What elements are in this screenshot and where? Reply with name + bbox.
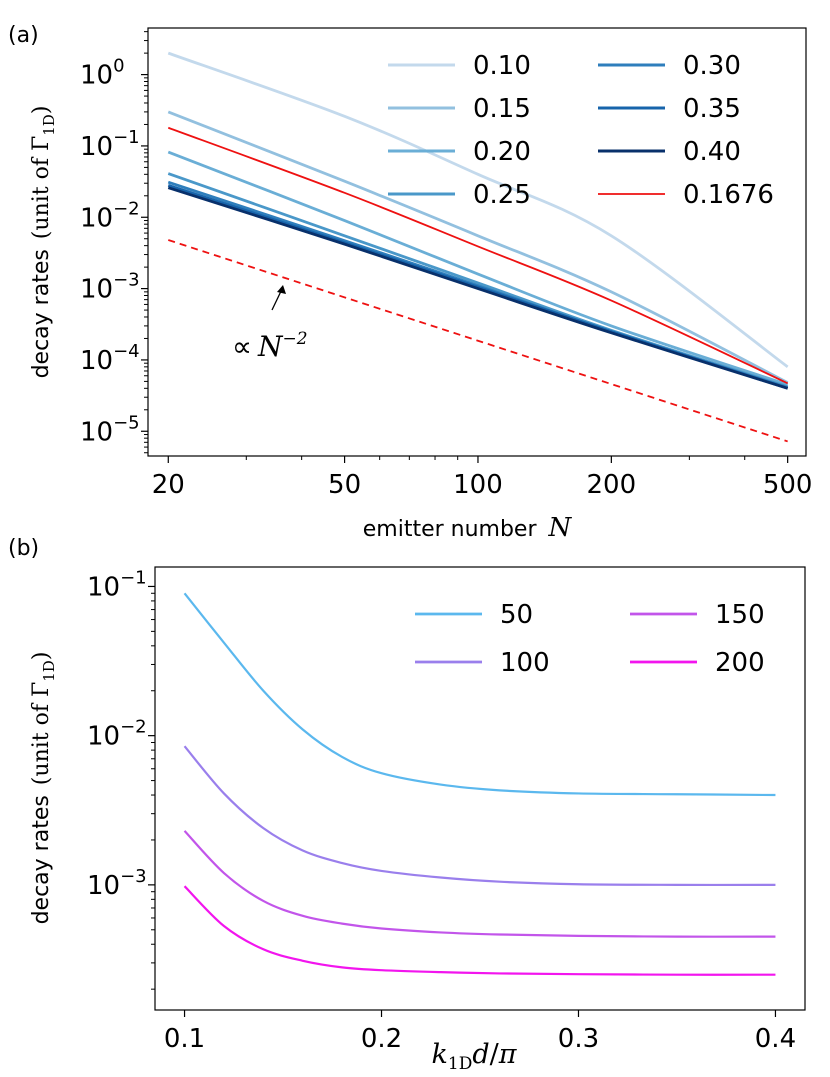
panel-b-xlabel-pi: π <box>498 1039 518 1070</box>
panel-a-ytick-label-0: 100 <box>80 56 125 91</box>
panel-a-ylabel-unit-sub: 1D <box>40 114 58 136</box>
panel-a-ticks: 20 50 100 200 500 100 10−1 10−2 10−3 10−4 10−5 <box>80 31 813 500</box>
legend-label-200: 200 <box>715 648 765 678</box>
panel-b-ytick-label--1: 10−1 <box>87 567 147 602</box>
panel-a-legend: 0.10 0.15 0.20 0.25 0.30 0.35 0.40 0.1676 <box>388 51 774 210</box>
panel-a: (a) 20 50 100 200 500 100 10−1 10−2 10−3 10−4 10−5… <box>8 23 812 543</box>
legend-label-150: 150 <box>715 600 765 630</box>
legend-label-0-10: 0.10 <box>473 51 531 81</box>
panel-b-ytick-label--3: 10−3 <box>87 866 147 901</box>
panel-a-ylabel-unit-open: (unit of <box>29 151 54 239</box>
panel-a-ylabel-text: decay rates <box>29 249 54 378</box>
panel-a-frame <box>147 27 807 457</box>
panel-a-xtick-label-100: 100 <box>453 470 503 500</box>
panel-a-xtick-label-500: 500 <box>763 470 813 500</box>
panel-a-ytick-label--4: 10−4 <box>80 341 140 376</box>
panel-a-series-0-1676 <box>167 126 789 385</box>
panel-b-xtick-label-0-4: 0.4 <box>755 1024 796 1054</box>
panel-b-ylabel-unit-close: ) <box>29 652 54 661</box>
legend-label-0-20: 0.20 <box>473 137 531 167</box>
panel-b-series-50 <box>183 592 776 797</box>
annotation-prefix: ∝ <box>232 330 252 363</box>
panel-b-series-200 <box>183 885 776 976</box>
panel-b-xlabel: k1Dd/π <box>432 1039 518 1074</box>
panel-a-xtick-label-20: 20 <box>152 470 185 500</box>
annotation-text: ∝ N−2 <box>232 329 308 363</box>
panel-a-ytick-label--2: 10−2 <box>80 198 140 233</box>
panel-a-reference-line <box>167 239 788 443</box>
legend-label-0-1676: 0.1676 <box>683 180 774 210</box>
panel-b-xlabel-d: d <box>472 1039 489 1070</box>
panel-a-ytick-label--3: 10−3 <box>80 270 140 305</box>
panel-b-lines <box>183 592 776 976</box>
panel-a-xtick-label-200: 200 <box>587 470 637 500</box>
panel-a-xtick-label-50: 50 <box>328 470 361 500</box>
legend-label-100: 100 <box>500 648 550 678</box>
legend-label-0-15: 0.15 <box>473 94 531 124</box>
legend-label-0-30: 0.30 <box>683 51 741 81</box>
panel-a-series-0-15 <box>167 110 789 384</box>
panel-a-series-0-10 <box>167 51 789 368</box>
panel-b-xlabel-sub: 1D <box>448 1054 472 1074</box>
annotation-arrowhead <box>277 285 286 294</box>
panel-a-label: (a) <box>8 23 39 48</box>
annotation-var: N <box>257 330 284 363</box>
legend-label-50: 50 <box>500 600 533 630</box>
panel-a-ylabel: decay rates (unit of Γ1D) <box>29 106 58 379</box>
panel-b-xtick-label-0-3: 0.3 <box>558 1024 599 1054</box>
legend-label-0-25: 0.25 <box>473 180 531 210</box>
panel-b-series-150 <box>183 830 776 938</box>
legend-label-0-35: 0.35 <box>683 94 741 124</box>
panel-b-xtick-label-0-1: 0.1 <box>164 1024 205 1054</box>
panel-b-xlabel-slash: / <box>490 1039 500 1070</box>
panel-b-ticks: 0.1 0.2 0.3 0.4 10−1 10−2 10−3 <box>87 567 796 1054</box>
annotation-exp: −2 <box>283 329 308 349</box>
panel-b-ylabel: decay rates (unit of Γ1D) <box>29 652 58 925</box>
panel-a-xlabel: emitter number N <box>363 513 573 543</box>
panel-b-label: (b) <box>8 536 39 561</box>
panel-a-ytick-label--5: 10−5 <box>80 412 140 447</box>
panel-b-ylabel-unit-open: (unit of <box>29 697 54 785</box>
panel-a-xlabel-var: N <box>548 513 573 543</box>
panel-a-lines <box>167 51 789 443</box>
panel-b-series-100 <box>183 745 776 887</box>
panel-b-xlabel-k: k <box>432 1039 448 1070</box>
legend-label-0-40: 0.40 <box>683 137 741 167</box>
panel-a-series-0-20 <box>167 150 789 386</box>
panel-a-ytick-label--1: 10−1 <box>80 127 140 162</box>
panel-a-ylabel-unit-symbol: Γ <box>29 136 54 151</box>
panel-b-xtick-label-0-2: 0.2 <box>361 1024 402 1054</box>
panel-a-annotation: ∝ N−2 <box>232 285 308 363</box>
panel-b-ylabel-unit-symbol: Γ <box>29 682 54 697</box>
panel-b-legend: 50 100 150 200 <box>415 600 765 678</box>
panel-b: (b) 0.1 0.2 0.3 0.4 10−1 10−2 10−3 50 100 150 200… <box>8 536 806 1074</box>
panel-b-ytick-label--2: 10−2 <box>87 717 147 752</box>
panel-a-series-0-40 <box>167 186 789 390</box>
panel-b-ylabel-unit-sub: 1D <box>40 660 58 682</box>
panel-b-ylabel-text: decay rates <box>29 795 54 924</box>
panel-a-ylabel-unit-close: ) <box>29 106 54 115</box>
panel-a-xlabel-text: emitter number <box>363 517 538 542</box>
panel-b-frame <box>154 566 806 1011</box>
